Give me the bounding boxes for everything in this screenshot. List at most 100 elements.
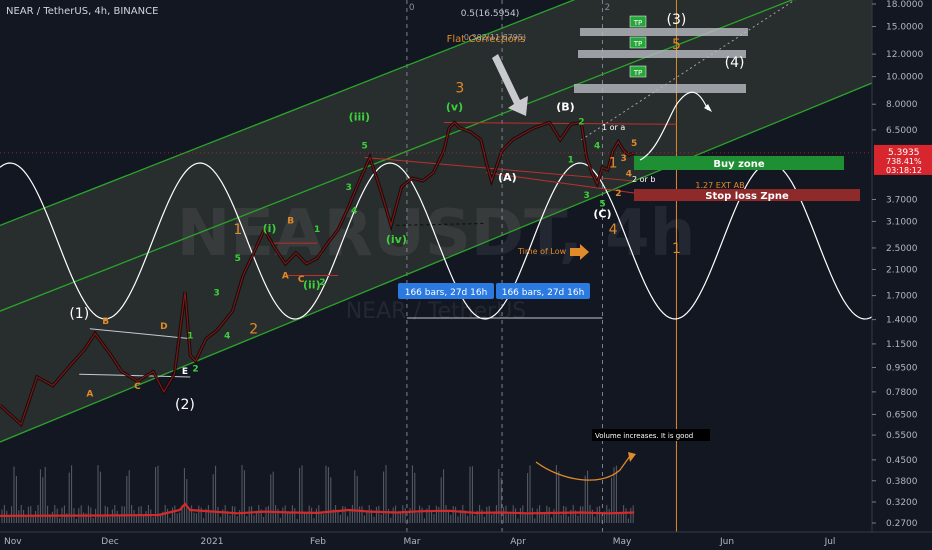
tp-marker	[629, 36, 647, 49]
y-tick-label: 1.1500	[886, 340, 918, 350]
y-tick-label: 15.0000	[886, 23, 923, 33]
x-tick-label: Jun	[719, 537, 734, 547]
wave-label: (B)	[556, 101, 574, 114]
wave-label: 4	[609, 222, 618, 238]
y-tick-label: 3.7000	[886, 196, 918, 206]
time-of-low-arrow	[570, 244, 589, 260]
wave-label: A	[86, 390, 93, 400]
one-or-a-label: 1 or a	[602, 123, 625, 132]
wave-label: D	[160, 322, 167, 332]
y-tick-label: 0.9500	[886, 364, 918, 374]
tp-bar-mid	[578, 50, 746, 58]
wave-label: 1	[187, 332, 193, 342]
wave-label: 4	[351, 207, 357, 217]
measure-box-2	[496, 283, 590, 299]
watermark-subtitle: NEAR / TetherUS	[346, 299, 527, 324]
volume-average-line	[0, 502, 635, 517]
buy-zone-box	[634, 156, 844, 170]
channel-line	[0, 0, 794, 312]
measure-label-1: 166 bars, 27d 16h	[405, 288, 488, 298]
wave-label: 4	[626, 170, 632, 180]
y-tick-label: 12.0000	[886, 50, 923, 60]
vertical-marker-label: 2	[604, 3, 610, 13]
wave-label: 1	[568, 155, 574, 165]
channel-line	[0, 82, 873, 443]
wave-label: C	[134, 382, 141, 392]
wave-label: E	[182, 367, 188, 377]
wave-label: 4	[224, 332, 230, 342]
wave-label: 5	[362, 141, 368, 151]
wave-label: B	[102, 317, 109, 327]
wave-label: 5	[599, 199, 605, 209]
wave-label: (2)	[175, 397, 195, 413]
measure-box-1	[398, 283, 494, 299]
y-tick-label: 3.1000	[886, 217, 918, 227]
tp-marker	[629, 15, 647, 28]
projection-path	[639, 91, 709, 161]
x-tick-label: Dec	[101, 537, 118, 547]
wave-label: (A)	[498, 171, 517, 184]
y-tick-label: 0.3200	[886, 498, 918, 508]
price-axis-bg	[872, 0, 932, 550]
wave-label: 3	[620, 154, 626, 164]
x-tick-label: Nov	[4, 537, 22, 547]
y-tick-label: 0.3800	[886, 477, 918, 487]
y-tick-label: 0.4500	[886, 456, 918, 466]
price-tag-countdown: 03:18:12	[886, 166, 922, 175]
volume-note-label: Volume increases. It is good	[595, 432, 693, 440]
wave-label: 3	[346, 183, 352, 193]
wave-label: 2	[249, 322, 258, 338]
channel-line	[0, 0, 576, 227]
wave-label: 2	[615, 189, 621, 199]
tp-bar-low	[574, 84, 746, 93]
wave-label: 4	[594, 141, 600, 151]
projection-arrowhead	[704, 104, 712, 112]
red-trendline-upper	[364, 156, 635, 182]
wave-label: (i)	[263, 222, 277, 235]
tp-marker	[629, 65, 647, 78]
price-tag-change: 738.41%	[886, 157, 922, 166]
flat-corrections-arrow	[492, 54, 528, 116]
x-tick-label: 2021	[201, 537, 224, 547]
stop-zone-box	[634, 189, 860, 201]
volume-note-box	[592, 429, 710, 441]
wave-label: 5	[235, 254, 241, 264]
tp-bar-top	[580, 28, 748, 36]
vertical-marker-label: 0	[409, 3, 415, 13]
wave-label: (iii)	[349, 111, 370, 124]
iv-dashed-line	[396, 222, 487, 227]
y-tick-label: 0.6500	[886, 410, 918, 420]
flat-corrections-label: Flat Corrections	[447, 34, 526, 45]
buy-zone-label: Buy zone	[713, 159, 765, 170]
two-or-b-label: 2 or b	[632, 175, 655, 184]
time-of-low-label: Time of Low	[517, 247, 567, 256]
volume-arrowhead	[628, 452, 636, 462]
y-tick-label: 1.7000	[886, 292, 918, 302]
x-tick-label: Apr	[510, 537, 526, 547]
wave-label: 2	[192, 364, 198, 374]
red-trendline-lower	[486, 172, 635, 194]
y-tick-label: 1.4000	[886, 316, 918, 326]
x-tick-label: Feb	[310, 537, 326, 547]
price-tag-value: 5.3935	[888, 148, 920, 158]
y-tick-label: 8.0000	[886, 100, 918, 110]
y-tick-label: 10.0000	[886, 73, 923, 83]
wave-label: 3	[455, 80, 464, 96]
y-tick-label: 6.5000	[886, 126, 918, 136]
tp-marker-label: TP	[633, 19, 643, 27]
y-tick-label: 0.5500	[886, 431, 918, 441]
red-trendline-top	[443, 121, 677, 125]
wave-label: 1	[672, 241, 681, 257]
price-line	[0, 121, 635, 426]
wave-label: 1	[314, 225, 320, 235]
y-tick-label: 0.2700	[886, 519, 918, 529]
chart-title: NEAR / TetherUS, 4h, BINANCE	[6, 6, 158, 17]
volume-curved-arrow	[535, 455, 631, 481]
wave-label: (3)	[667, 12, 687, 28]
wave-label: (ii)	[303, 279, 321, 292]
tp-marker-label: TP	[633, 69, 643, 77]
y-tick-label: 2.5000	[886, 244, 918, 254]
wave-label: 2	[578, 117, 584, 127]
